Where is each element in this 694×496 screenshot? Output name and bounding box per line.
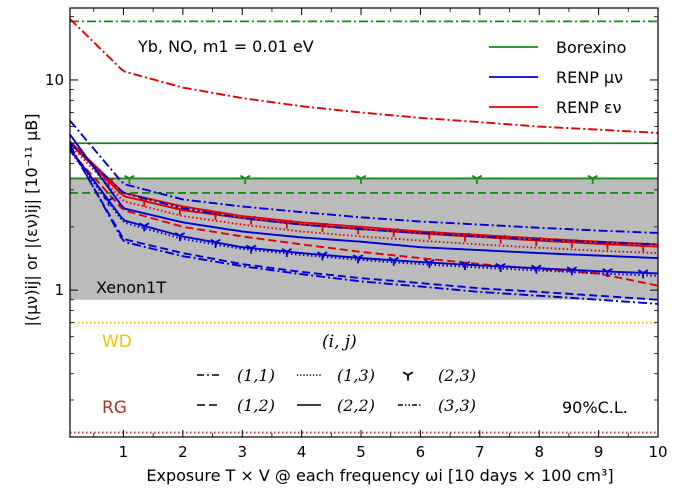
x-tick-label-4: 5 [356, 443, 366, 461]
ij-header: (i, j) [322, 332, 357, 352]
series-line-6 [69, 133, 659, 260]
limit-marker-2-2 [355, 174, 367, 184]
x-tick-label-3: 4 [297, 443, 307, 461]
style-legend-label-0: (1,1) [237, 366, 275, 385]
axes-frame [69, 7, 659, 438]
rg-label: RG [102, 398, 127, 418]
series-line-7 [69, 142, 659, 246]
limit-marker-2-0 [124, 174, 135, 184]
x-tick-label-0: 1 [119, 443, 129, 461]
xenon-label: Xenon1T [96, 278, 166, 297]
series-marker-8-5 [281, 248, 293, 258]
series-marker-8-13 [566, 266, 578, 276]
series-layer [69, 18, 659, 434]
x-tick-label-9: 10 [648, 443, 667, 461]
style-legend-swatch-2 [402, 371, 414, 381]
series-line-10 [69, 146, 659, 301]
x-tick-label-5: 6 [416, 443, 426, 461]
x-tick-label-8: 9 [594, 443, 604, 461]
legend-label-0: Borexino [556, 38, 626, 57]
limit-marker-2-3 [471, 174, 483, 184]
style-legend-label-1: (1,3) [337, 366, 375, 385]
series-marker-2-1 [139, 197, 150, 207]
style-legend: (1,1) (1,3) (2,3) (1,2) (2,2) (3,3) [197, 366, 476, 415]
wd-label: WD [102, 332, 132, 352]
series-line-5 [69, 120, 659, 234]
x-tick-label-2: 3 [237, 443, 247, 461]
series-marker-2-13 [566, 238, 578, 248]
series-marker-8-4 [245, 244, 257, 254]
series-marker-8-9 [424, 259, 435, 269]
cl-label: 90%C.L. [562, 398, 628, 417]
series-line-8 [69, 148, 659, 275]
series-marker-2-6 [317, 222, 328, 232]
x-tick-label-7: 8 [534, 443, 544, 461]
style-legend-label-3: (1,2) [237, 396, 275, 415]
series-marker-8-2 [174, 232, 186, 242]
series-marker-8-10 [459, 261, 471, 271]
style-legend-label-5: (3,3) [438, 396, 476, 415]
limit-marker-2-4 [587, 174, 598, 184]
y-tick-label-1: 10 [45, 71, 64, 89]
series-marker-8-11 [495, 262, 506, 272]
legend-label-2: RENP εν [556, 98, 622, 117]
legend: Borexino RENP μν RENP εν [489, 38, 626, 117]
setup-annotation: Yb, NO, m1 = 0.01 eV [137, 37, 314, 56]
x-tick-label-1: 2 [178, 443, 188, 461]
series-line-11 [69, 144, 659, 305]
style-legend-label-4: (2,2) [337, 396, 375, 415]
legend-label-1: RENP μν [556, 68, 623, 87]
series-marker-8-6 [317, 251, 328, 261]
series-marker-8-1 [139, 222, 150, 232]
series-marker-8-12 [531, 264, 542, 274]
series-marker-8-8 [388, 256, 399, 266]
y-tick-label-0: 1 [54, 281, 64, 299]
x-tick-label-6: 7 [475, 443, 485, 461]
series-line-1 [69, 140, 659, 246]
tick-labels: 1 2 3 4 5 6 7 8 9 10 1 10 [45, 71, 668, 461]
x-axis-label: Exposure T × V @ each frequency ωi [10 d… [146, 466, 613, 485]
series-line-3 [69, 144, 659, 255]
style-legend-label-2: (2,3) [438, 366, 476, 385]
series-marker-8-7 [352, 254, 364, 264]
plot-frame [69, 7, 659, 438]
y-axis-label: |(μν)ij| or |(εν)ij| [10⁻¹¹ μB] [22, 114, 41, 327]
limit-marker-2-1 [239, 174, 251, 184]
series-line-0 [69, 18, 659, 134]
